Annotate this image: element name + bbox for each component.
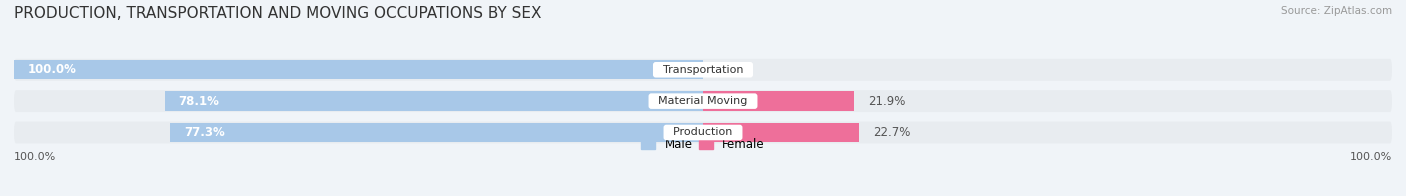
- Text: 0.0%: 0.0%: [717, 63, 747, 76]
- Text: 100.0%: 100.0%: [14, 152, 56, 162]
- Text: 21.9%: 21.9%: [868, 95, 905, 108]
- Bar: [165, 91, 703, 111]
- Bar: [14, 60, 703, 80]
- Text: 100.0%: 100.0%: [1350, 152, 1392, 162]
- Text: Source: ZipAtlas.com: Source: ZipAtlas.com: [1281, 6, 1392, 16]
- Text: 78.1%: 78.1%: [179, 95, 219, 108]
- Bar: [170, 123, 703, 142]
- Text: Material Moving: Material Moving: [651, 96, 755, 106]
- Legend: Male, Female: Male, Female: [637, 133, 769, 156]
- FancyBboxPatch shape: [14, 122, 1392, 143]
- FancyBboxPatch shape: [14, 59, 1392, 81]
- Bar: [703, 91, 853, 111]
- Bar: [703, 123, 859, 142]
- FancyBboxPatch shape: [14, 90, 1392, 112]
- Text: 100.0%: 100.0%: [28, 63, 77, 76]
- Text: Transportation: Transportation: [655, 65, 751, 75]
- Text: 22.7%: 22.7%: [873, 126, 911, 139]
- Text: Production: Production: [666, 127, 740, 138]
- Text: PRODUCTION, TRANSPORTATION AND MOVING OCCUPATIONS BY SEX: PRODUCTION, TRANSPORTATION AND MOVING OC…: [14, 6, 541, 21]
- Text: 77.3%: 77.3%: [184, 126, 225, 139]
